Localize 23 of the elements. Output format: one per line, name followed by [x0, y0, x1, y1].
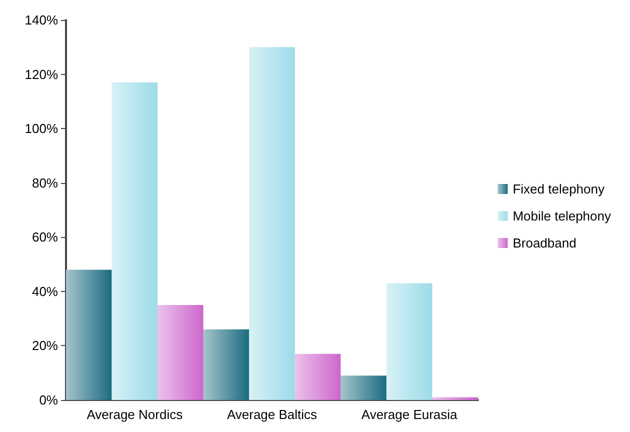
bar	[340, 376, 386, 400]
y-tick-label: 20%	[32, 338, 58, 354]
x-tick-label: Average Eurasia	[361, 407, 458, 422]
bar	[386, 283, 432, 400]
y-tick-label: 100%	[24, 121, 58, 136]
y-tick-label: 0%	[39, 392, 58, 408]
bar	[158, 305, 204, 400]
x-tick-label: Average Baltics	[226, 407, 318, 422]
y-tick-label: 60%	[32, 230, 58, 245]
bar	[112, 82, 158, 400]
x-tick-label: Average Nordics	[86, 407, 184, 422]
bar	[203, 329, 250, 400]
bar	[294, 354, 341, 400]
y-tick-label: 120%	[24, 66, 58, 82]
legend-label: Broadband	[512, 236, 576, 250]
y-tick-label: 80%	[32, 175, 58, 190]
y-tick-label: 140%	[24, 12, 58, 28]
bar	[432, 397, 478, 400]
bar	[66, 270, 112, 400]
legend-label: Fixed telephony	[512, 182, 605, 196]
bar	[249, 47, 295, 400]
y-tick-label: 40%	[32, 284, 58, 299]
legend-label: Mobile telephony	[512, 208, 612, 224]
